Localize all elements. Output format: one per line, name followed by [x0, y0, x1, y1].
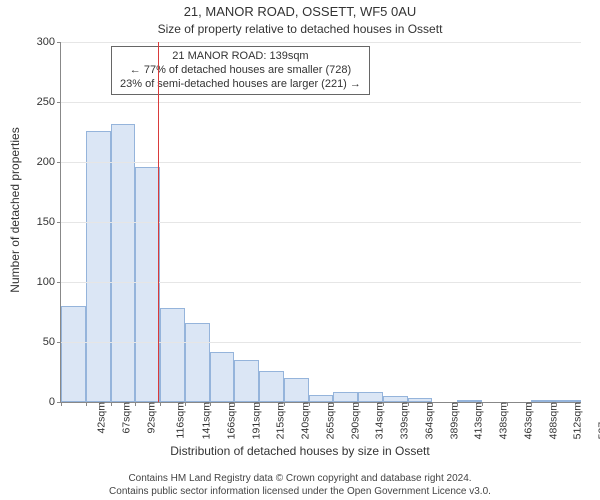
- bar: [259, 371, 284, 402]
- x-tick-mark: [383, 402, 384, 406]
- gridline: [61, 342, 581, 343]
- x-tick-label: 67sqm: [115, 402, 132, 434]
- bar: [210, 352, 235, 402]
- bar: [284, 378, 309, 402]
- bar: [185, 323, 210, 402]
- x-tick-label: 463sqm: [517, 402, 534, 439]
- bar: [160, 308, 185, 402]
- x-tick-mark: [531, 402, 532, 406]
- y-tick-label: 100: [37, 276, 61, 288]
- plot-area: 21 MANOR ROAD: 139sqm ← 77% of detached …: [60, 42, 581, 403]
- x-tick-mark: [432, 402, 433, 406]
- bar: [309, 395, 334, 402]
- y-tick-label: 0: [49, 396, 61, 408]
- x-tick-label: 413sqm: [468, 402, 485, 439]
- x-tick-mark: [185, 402, 186, 406]
- y-tick-label: 150: [37, 216, 61, 228]
- annotation-box: 21 MANOR ROAD: 139sqm ← 77% of detached …: [111, 46, 370, 95]
- gridline: [61, 222, 581, 223]
- x-tick-mark: [86, 402, 87, 406]
- x-tick-mark: [234, 402, 235, 406]
- gridline: [61, 42, 581, 43]
- x-tick-mark: [482, 402, 483, 406]
- x-tick-label: 215sqm: [270, 402, 287, 439]
- x-tick-label: 265sqm: [319, 402, 336, 439]
- x-tick-mark: [284, 402, 285, 406]
- bar: [333, 392, 358, 402]
- footer-line-2: Contains public sector information licen…: [0, 486, 600, 499]
- bar: [358, 392, 383, 402]
- annotation-line-2: ← 77% of detached houses are smaller (72…: [120, 64, 361, 78]
- y-axis-label: Number of detached properties: [8, 80, 22, 340]
- annotation-line-1: 21 MANOR ROAD: 139sqm: [120, 50, 361, 64]
- footer: Contains HM Land Registry data © Crown c…: [0, 473, 600, 498]
- bar: [234, 360, 259, 402]
- x-tick-label: 116sqm: [170, 402, 187, 439]
- y-tick-label: 300: [37, 36, 61, 48]
- x-tick-mark: [507, 402, 508, 406]
- bar: [61, 306, 86, 402]
- chart-title: 21, MANOR ROAD, OSSETT, WF5 0AU: [0, 4, 600, 19]
- x-tick-label: 92sqm: [140, 402, 157, 434]
- x-tick-mark: [61, 402, 62, 406]
- x-tick-label: 42sqm: [91, 402, 108, 434]
- x-tick-label: 438sqm: [493, 402, 510, 439]
- chart-container: 21, MANOR ROAD, OSSETT, WF5 0AU Size of …: [0, 0, 600, 500]
- x-axis-label: Distribution of detached houses by size …: [0, 444, 600, 458]
- bar: [86, 131, 111, 402]
- y-tick-label: 200: [37, 156, 61, 168]
- x-tick-label: 166sqm: [220, 402, 237, 439]
- x-tick-label: 389sqm: [443, 402, 460, 439]
- footer-line-1: Contains HM Land Registry data © Crown c…: [0, 473, 600, 486]
- x-tick-mark: [111, 402, 112, 406]
- x-tick-mark: [135, 402, 136, 406]
- x-tick-label: 191sqm: [245, 402, 262, 439]
- bar: [135, 167, 160, 402]
- x-tick-label: 290sqm: [344, 402, 361, 439]
- chart-subtitle: Size of property relative to detached ho…: [0, 22, 600, 36]
- x-tick-label: 141sqm: [195, 402, 212, 439]
- bar: [111, 124, 136, 402]
- x-tick-mark: [309, 402, 310, 406]
- x-tick-mark: [556, 402, 557, 406]
- gridline: [61, 102, 581, 103]
- x-tick-mark: [408, 402, 409, 406]
- y-tick-label: 50: [43, 336, 61, 348]
- gridline: [61, 162, 581, 163]
- annotation-line-3: 23% of semi-detached houses are larger (…: [120, 78, 361, 92]
- x-tick-mark: [259, 402, 260, 406]
- x-tick-label: 537sqm: [592, 402, 600, 439]
- x-tick-mark: [333, 402, 334, 406]
- x-tick-mark: [210, 402, 211, 406]
- x-tick-label: 364sqm: [418, 402, 435, 439]
- gridline: [61, 282, 581, 283]
- y-tick-label: 250: [37, 96, 61, 108]
- x-tick-mark: [358, 402, 359, 406]
- x-tick-label: 512sqm: [567, 402, 584, 439]
- x-tick-mark: [457, 402, 458, 406]
- x-tick-label: 488sqm: [542, 402, 559, 439]
- reference-line: [158, 42, 159, 402]
- x-tick-mark: [160, 402, 161, 406]
- x-tick-label: 339sqm: [394, 402, 411, 439]
- x-tick-label: 240sqm: [294, 402, 311, 439]
- x-tick-label: 314sqm: [369, 402, 386, 439]
